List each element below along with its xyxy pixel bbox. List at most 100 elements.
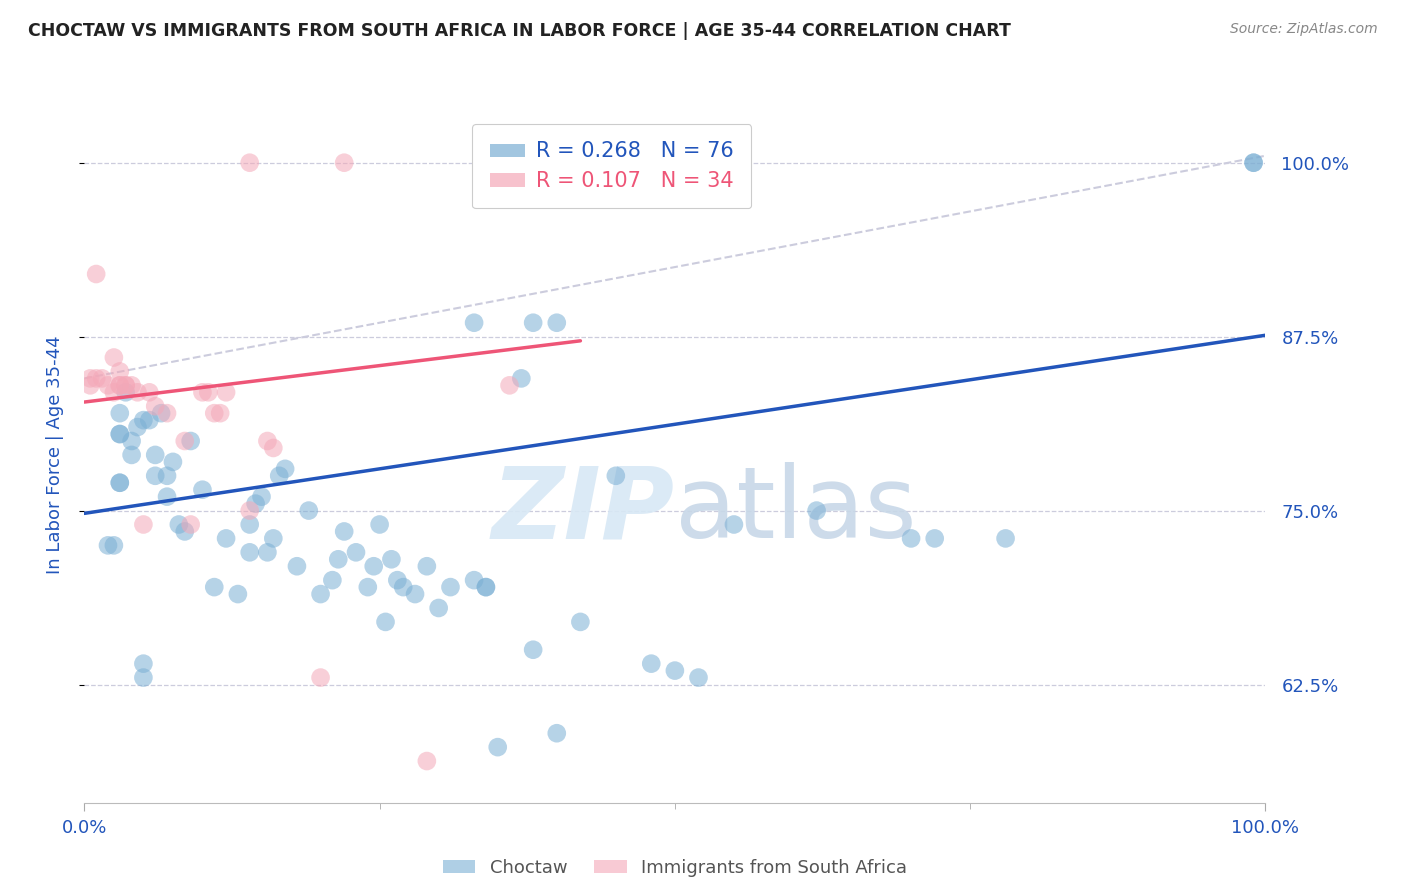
Point: [1243, 155, 1265, 169]
Point: [363, 559, 385, 574]
Point: [239, 517, 262, 532]
Point: [167, 517, 190, 532]
Point: [269, 468, 291, 483]
Y-axis label: In Labor Force | Age 35-44: In Labor Force | Age 35-44: [45, 335, 63, 574]
Point: [197, 385, 219, 400]
Text: Source: ZipAtlas.com: Source: ZipAtlas.com: [1230, 22, 1378, 37]
Point: [374, 615, 396, 629]
Point: [132, 517, 155, 532]
Point: [84, 371, 107, 385]
Point: [1243, 155, 1265, 169]
Point: [108, 427, 131, 442]
Point: [156, 406, 179, 420]
Point: [79, 378, 101, 392]
Point: [486, 740, 509, 755]
Point: [522, 316, 544, 330]
Point: [688, 671, 710, 685]
Point: [416, 754, 439, 768]
Point: [924, 532, 946, 546]
Point: [162, 455, 184, 469]
Point: [357, 580, 380, 594]
Point: [84, 267, 107, 281]
Point: [475, 580, 498, 594]
Point: [150, 406, 173, 420]
Point: [475, 580, 498, 594]
Point: [900, 532, 922, 546]
Point: [121, 434, 143, 448]
Point: [215, 385, 238, 400]
Point: [114, 378, 136, 392]
Point: [79, 371, 101, 385]
Point: [143, 399, 166, 413]
Point: [143, 468, 166, 483]
Point: [108, 378, 131, 392]
Point: [138, 385, 160, 400]
Point: [309, 587, 332, 601]
Point: [262, 532, 284, 546]
Point: [463, 316, 485, 330]
Point: [202, 580, 225, 594]
Point: [91, 371, 114, 385]
Point: [202, 406, 225, 420]
Point: [463, 573, 485, 587]
Point: [97, 378, 120, 392]
Point: [333, 524, 356, 539]
Point: [640, 657, 662, 671]
Point: [173, 524, 195, 539]
Point: [191, 483, 214, 497]
Point: [121, 378, 143, 392]
Point: [156, 468, 179, 483]
Point: [180, 517, 202, 532]
Text: ZIP: ZIP: [492, 462, 675, 559]
Point: [256, 545, 278, 559]
Point: [108, 364, 131, 378]
Text: atlas: atlas: [675, 462, 917, 559]
Point: [806, 503, 828, 517]
Point: [404, 587, 426, 601]
Point: [309, 671, 332, 685]
Point: [114, 385, 136, 400]
Point: [498, 378, 520, 392]
Point: [333, 155, 356, 169]
Point: [103, 385, 125, 400]
Point: [132, 657, 155, 671]
Point: [510, 371, 533, 385]
Point: [262, 441, 284, 455]
Point: [226, 587, 249, 601]
Point: [108, 475, 131, 490]
Point: [121, 448, 143, 462]
Point: [239, 545, 262, 559]
Point: [173, 434, 195, 448]
Point: [103, 538, 125, 552]
Point: [427, 601, 450, 615]
Point: [127, 385, 149, 400]
Point: [439, 580, 461, 594]
Point: [321, 573, 343, 587]
Text: CHOCTAW VS IMMIGRANTS FROM SOUTH AFRICA IN LABOR FORCE | AGE 35-44 CORRELATION C: CHOCTAW VS IMMIGRANTS FROM SOUTH AFRICA …: [28, 22, 1011, 40]
Point: [180, 434, 202, 448]
Point: [546, 726, 568, 740]
Legend: Choctaw, Immigrants from South Africa: Choctaw, Immigrants from South Africa: [436, 852, 914, 884]
Point: [664, 664, 686, 678]
Point: [108, 378, 131, 392]
Point: [143, 448, 166, 462]
Point: [138, 413, 160, 427]
Point: [605, 468, 627, 483]
Point: [368, 517, 391, 532]
Point: [387, 573, 409, 587]
Point: [108, 427, 131, 442]
Point: [239, 155, 262, 169]
Point: [274, 462, 297, 476]
Point: [209, 406, 232, 420]
Point: [546, 316, 568, 330]
Point: [522, 642, 544, 657]
Point: [380, 552, 402, 566]
Point: [191, 385, 214, 400]
Point: [416, 559, 439, 574]
Point: [285, 559, 308, 574]
Point: [994, 532, 1017, 546]
Point: [103, 351, 125, 365]
Point: [245, 497, 267, 511]
Point: [392, 580, 415, 594]
Point: [108, 406, 131, 420]
